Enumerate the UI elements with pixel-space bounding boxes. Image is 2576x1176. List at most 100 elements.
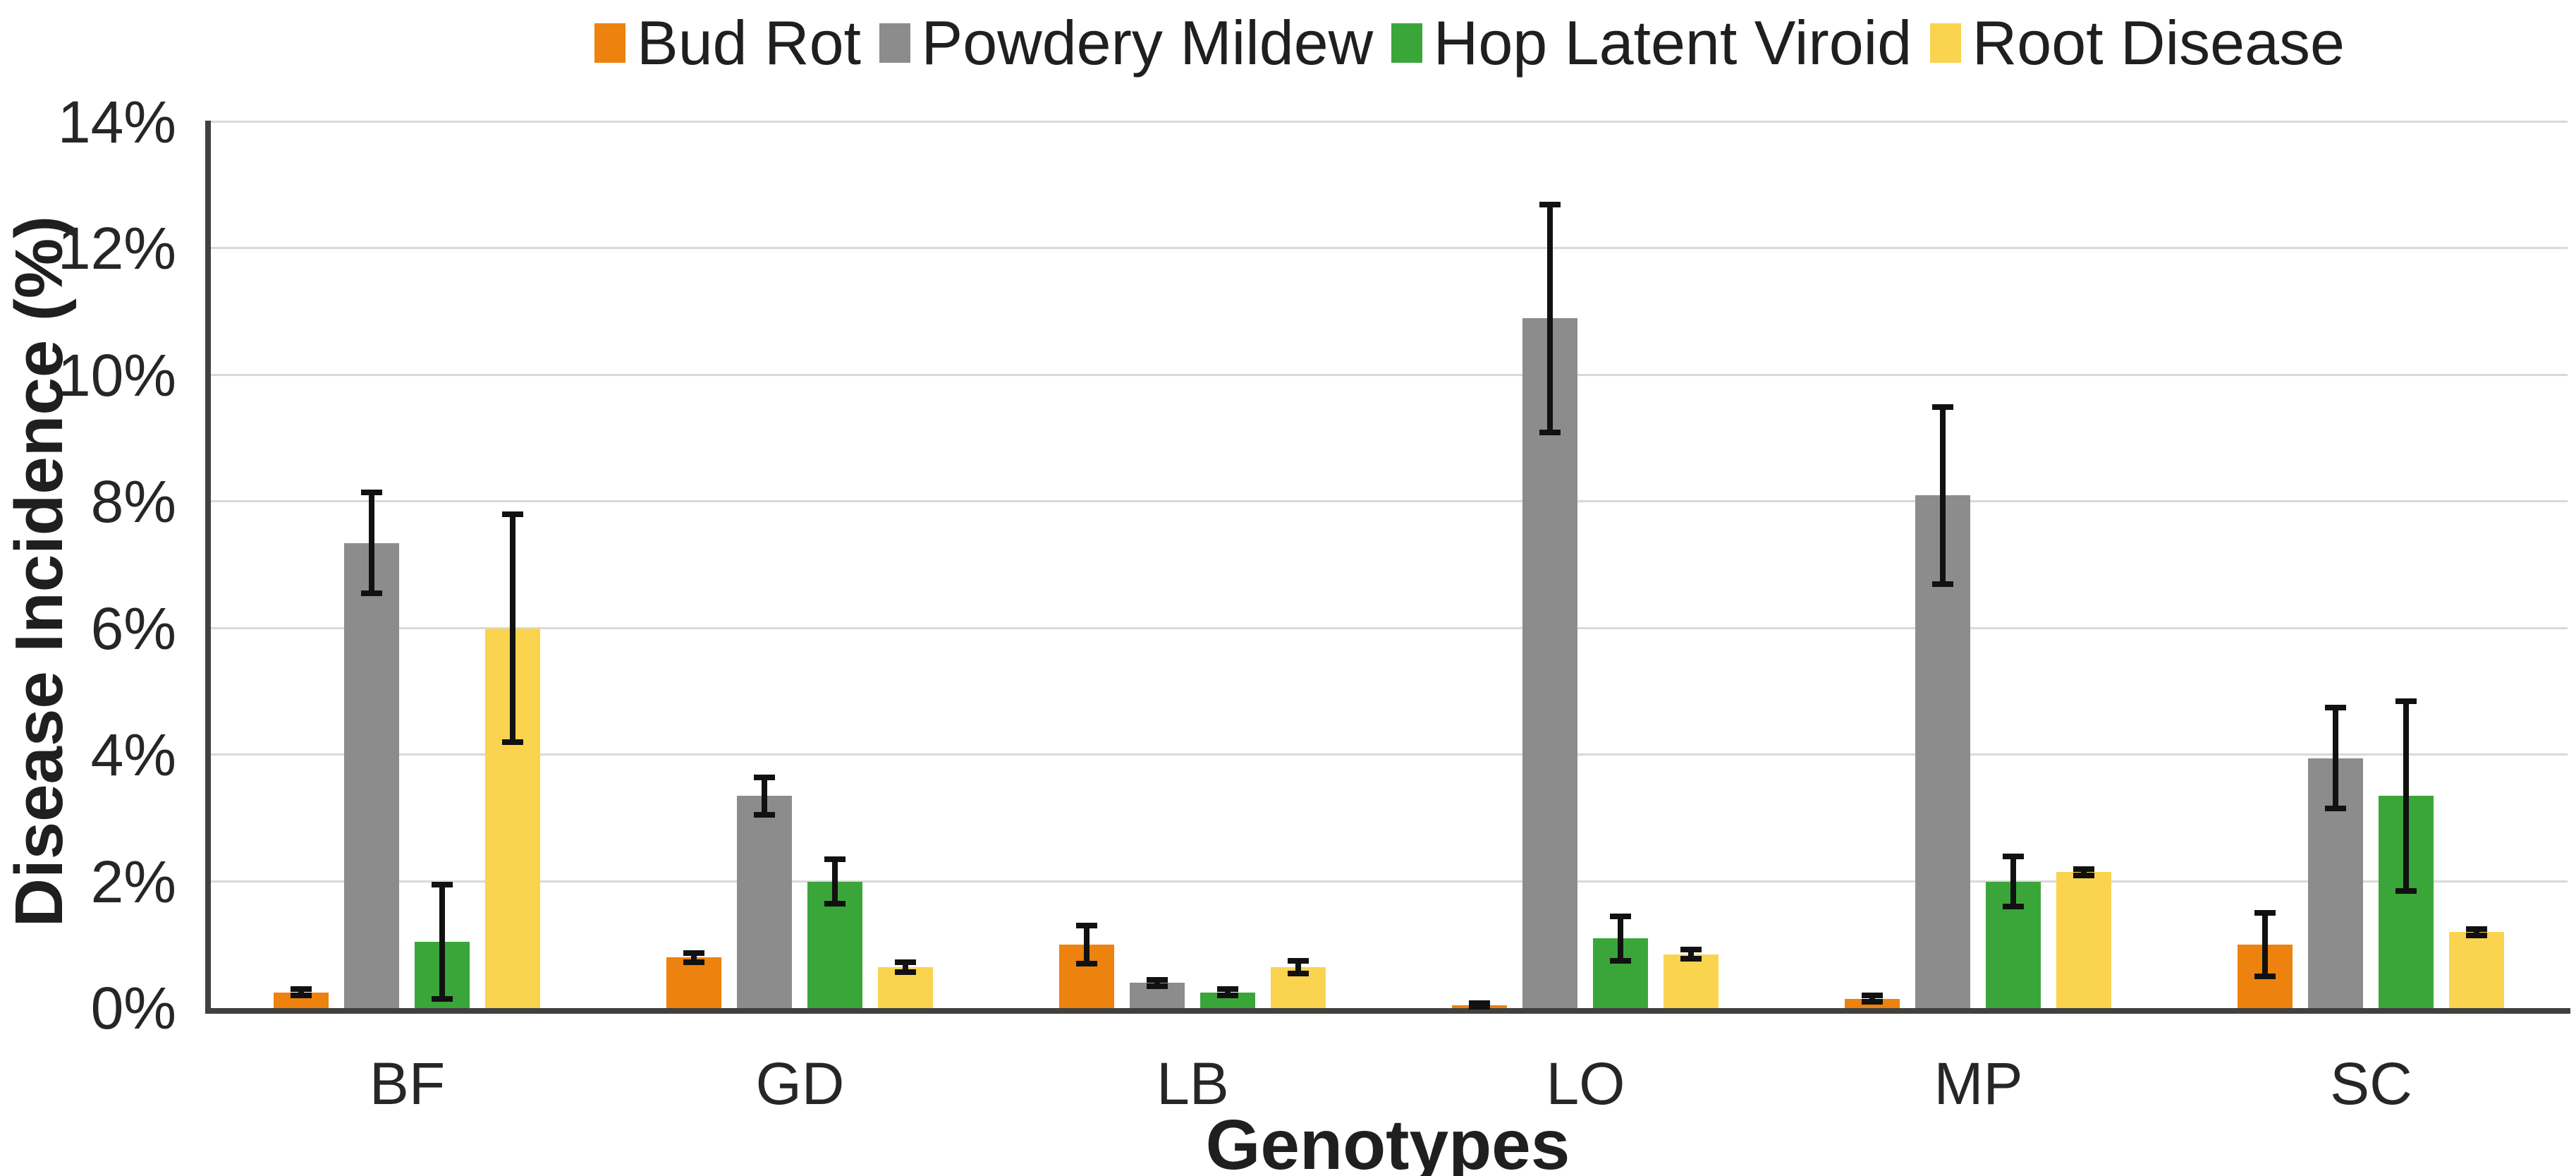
x-tick-label: MP <box>1934 1050 2023 1117</box>
error-bar-cap-top <box>1469 1000 1491 1006</box>
bar-cell <box>1130 122 1185 1008</box>
gridline <box>211 753 2568 756</box>
bar-cell <box>1059 122 1115 1008</box>
bar-cell <box>485 122 541 1008</box>
error-bar <box>832 859 838 904</box>
error-bar-cap-top <box>2003 853 2025 859</box>
error-bar-cap-bottom <box>1217 993 1239 999</box>
bar-cell <box>878 122 934 1008</box>
bar-cell <box>2379 122 2434 1008</box>
bar-group <box>2175 122 2568 1008</box>
error-bar-cap-bottom <box>1680 956 1702 962</box>
error-bar-cap-top <box>1932 404 1954 410</box>
gridline <box>211 247 2568 250</box>
legend-swatch <box>879 23 910 63</box>
error-bar-cap-bottom <box>1147 983 1168 989</box>
bar-cell <box>415 122 470 1008</box>
error-bar <box>1688 950 1695 959</box>
error-bar-cap-top <box>895 959 917 965</box>
bar-cell <box>1522 122 1578 1008</box>
error-bar-cap-bottom <box>361 590 383 597</box>
error-bar-cap-bottom <box>754 812 776 818</box>
bar <box>1664 954 1719 1008</box>
error-bar-cap-bottom <box>1539 429 1561 435</box>
error-bar-cap-top <box>754 774 776 780</box>
bar-group <box>996 122 1389 1008</box>
error-bar-cap-top <box>502 511 524 518</box>
bar-cell <box>274 122 329 1008</box>
bar-cell <box>666 122 722 1008</box>
bar-cell <box>1271 122 1326 1008</box>
gridline <box>211 500 2568 503</box>
bar-group <box>604 122 996 1008</box>
error-bar-cap-top <box>1862 993 1884 999</box>
error-bar <box>1869 995 1876 1002</box>
legend-item: Bud Rot <box>594 12 861 74</box>
gridline <box>211 626 2568 629</box>
error-bar <box>1084 926 1090 964</box>
error-bar-cap-bottom <box>2254 974 2276 980</box>
error-bar-cap-bottom <box>1076 961 1098 967</box>
error-bar-cap-top <box>1288 957 1310 964</box>
bar-cell <box>1452 122 1508 1010</box>
bar-cell <box>1593 122 1649 1008</box>
error-bar-cap-top <box>1217 986 1239 993</box>
bar-cell <box>1664 122 1719 1008</box>
error-bar-cap-bottom <box>1610 957 1632 964</box>
error-bar-cap-top <box>683 950 705 956</box>
x-tick-label: GD <box>755 1050 845 1117</box>
error-bar-cap-bottom <box>1862 999 1884 1005</box>
bar <box>1200 992 1256 1008</box>
gridline <box>211 121 2568 123</box>
error-bar <box>1225 989 1231 996</box>
legend-label: Powdery Mildew <box>921 8 1374 78</box>
error-bar <box>1940 406 1946 584</box>
error-bar <box>2403 701 2410 892</box>
bar-cell <box>737 122 793 1008</box>
legend-label: Root Disease <box>1972 8 2345 78</box>
error-bar <box>1547 204 1553 432</box>
error-bar-cap-bottom <box>1469 1004 1491 1010</box>
error-bar-cap-top <box>2395 698 2417 704</box>
error-bar-cap-top <box>1610 913 1632 919</box>
legend-label: Bud Rot <box>637 8 861 78</box>
bar-cell <box>2238 122 2293 1008</box>
bar-cell <box>2056 122 2112 1008</box>
x-tick-label: LO <box>1546 1050 1625 1117</box>
bar <box>2449 932 2505 1008</box>
error-bar-cap-top <box>1539 201 1561 207</box>
error-bar <box>762 777 768 816</box>
bar <box>2056 872 2112 1008</box>
legend-item: Root Disease <box>1929 8 2345 78</box>
y-tick-label: 8% <box>90 468 176 535</box>
bar-cell <box>807 122 863 1008</box>
error-bar-cap-top <box>1680 947 1702 953</box>
bar <box>737 796 793 1008</box>
error-bar-cap-bottom <box>291 993 312 999</box>
error-bar-cap-top <box>361 489 383 495</box>
bar-group <box>1782 122 2175 1008</box>
error-bar-cap-bottom <box>824 900 846 907</box>
legend-swatch <box>1391 23 1422 63</box>
error-bar-cap-bottom <box>683 959 705 965</box>
error-bar <box>2262 913 2269 977</box>
error-bar-cap-bottom <box>2073 872 2095 878</box>
error-bar <box>1295 960 1302 974</box>
gridline <box>211 880 2568 883</box>
legend: Bud Rot Powdery Mildew Hop Latent Viroid Ro… <box>594 8 2345 78</box>
error-bar-cap-top <box>2073 866 2095 872</box>
error-bar <box>2081 868 2087 875</box>
x-tick-label: LB <box>1156 1050 1229 1117</box>
error-bar-cap-top <box>1076 923 1098 929</box>
error-bar-cap-top <box>2466 926 2488 932</box>
error-bar-cap-top <box>824 856 846 863</box>
bar-cell <box>2308 122 2364 1008</box>
error-bar-cap-bottom <box>2003 904 2025 910</box>
legend-swatch <box>594 23 625 63</box>
error-bar <box>2333 707 2339 809</box>
y-axis-tick-labels: 0% 2% 4% 6% 8% 10% 12% 14% <box>0 92 185 1038</box>
bar-cell <box>1915 122 1971 1008</box>
y-tick-label: 10% <box>57 341 176 408</box>
legend-item: Powdery Mildew <box>879 8 1374 78</box>
error-bar <box>369 492 375 594</box>
